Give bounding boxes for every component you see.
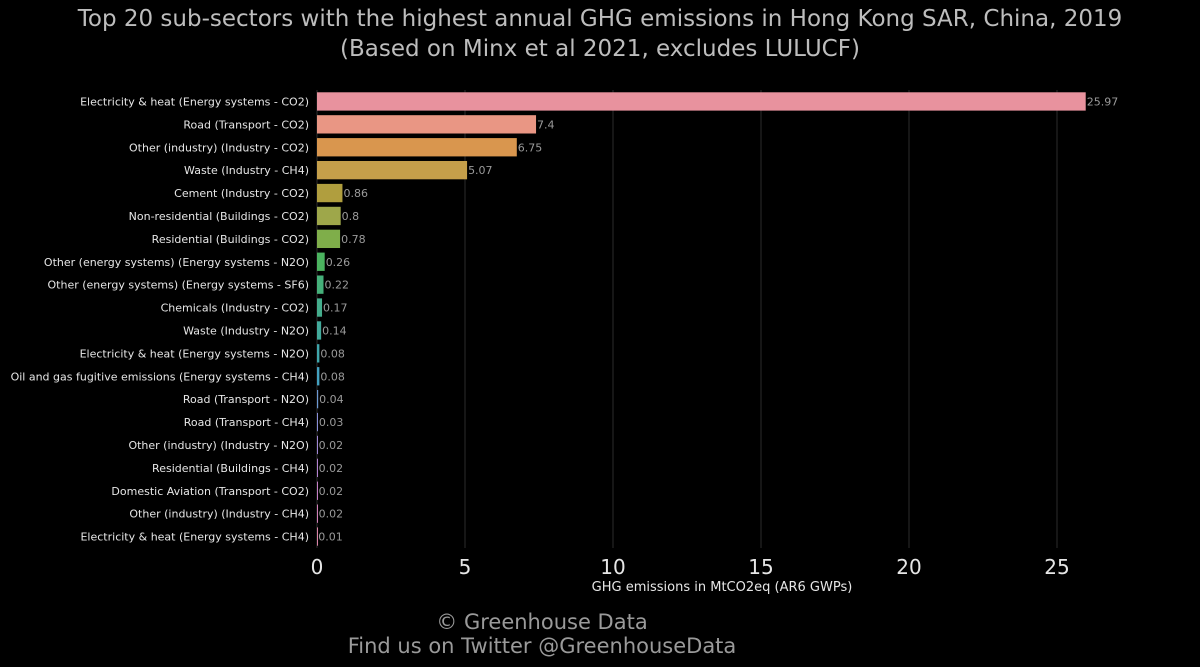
category-label: Road (Transport - N2O) — [183, 393, 309, 406]
value-label: 6.75 — [518, 141, 543, 154]
category-label: Road (Transport - CH4) — [184, 416, 309, 429]
bar — [317, 206, 341, 226]
footer-copyright: © Greenhouse Data — [436, 610, 648, 634]
value-label: 0.86 — [343, 187, 368, 200]
category-label: Other (industry) (Industry - N2O) — [128, 439, 309, 452]
value-label: 0.04 — [319, 393, 344, 406]
chart-title: Top 20 sub-sectors with the highest annu… — [77, 6, 1123, 32]
bar — [317, 138, 517, 157]
value-label: 0.01 — [318, 531, 343, 544]
value-label: 0.08 — [320, 370, 345, 383]
bar — [317, 160, 468, 180]
bar — [317, 321, 322, 340]
category-label: Other (energy systems) (Energy systems -… — [48, 279, 310, 292]
category-label: Chemicals (Industry - CO2) — [161, 302, 309, 315]
value-label: 0.02 — [319, 462, 344, 475]
bar — [317, 481, 318, 500]
category-label: Waste (Industry - N2O) — [183, 324, 309, 337]
value-label: 0.02 — [319, 508, 344, 521]
bar — [317, 527, 318, 546]
value-label: 0.02 — [319, 439, 344, 452]
value-label: 5.07 — [468, 164, 493, 177]
category-label: Road (Transport - CO2) — [183, 118, 309, 131]
x-tick-label: 5 — [459, 555, 472, 579]
chart-subtitle: (Based on Minx et al 2021, excludes LULU… — [340, 36, 860, 62]
x-tick-label: 0 — [311, 555, 324, 579]
bar — [317, 92, 1086, 111]
bar — [317, 183, 343, 203]
value-label: 7.4 — [537, 118, 555, 131]
x-tick-label: 25 — [1044, 555, 1069, 579]
category-label: Electricity & heat (Energy systems - N2O… — [80, 347, 309, 360]
category-label: Residential (Buildings - CH4) — [152, 462, 309, 475]
x-tick-label: 15 — [748, 555, 773, 579]
value-label: 0.02 — [319, 485, 344, 498]
category-label: Non-residential (Buildings - CO2) — [129, 210, 309, 223]
category-label: Domestic Aviation (Transport - CO2) — [111, 485, 309, 498]
x-tick-label: 10 — [600, 555, 625, 579]
category-label: Electricity & heat (Energy systems - CH4… — [80, 531, 309, 544]
bar — [317, 252, 325, 271]
category-label: Cement (Industry - CO2) — [174, 187, 309, 200]
bar — [317, 298, 323, 317]
bar — [317, 367, 320, 386]
x-axis-label: GHG emissions in MtCO2eq (AR6 GWPs) — [592, 580, 853, 595]
bar — [317, 412, 318, 432]
footer-twitter: Find us on Twitter @GreenhouseData — [347, 634, 737, 658]
value-label: 0.26 — [326, 256, 351, 269]
value-label: 0.17 — [323, 302, 348, 315]
category-label: Other (industry) (Industry - CH4) — [129, 508, 309, 521]
value-label: 0.08 — [320, 347, 345, 360]
category-label: Oil and gas fugitive emissions (Energy s… — [11, 370, 309, 383]
value-label: 0.78 — [341, 233, 366, 246]
value-label: 0.8 — [342, 210, 360, 223]
bar — [317, 389, 319, 409]
value-label: 25.97 — [1087, 95, 1119, 108]
category-label: Residential (Buildings - CO2) — [152, 233, 309, 246]
value-label: 0.14 — [322, 324, 347, 337]
bar — [317, 504, 318, 523]
bar — [317, 229, 341, 249]
bar — [317, 435, 318, 455]
value-label: 0.22 — [325, 279, 350, 292]
bar — [317, 275, 324, 294]
category-label: Electricity & heat (Energy systems - CO2… — [80, 95, 309, 108]
bar — [317, 344, 320, 363]
bar — [317, 115, 537, 134]
x-tick-label: 20 — [896, 555, 921, 579]
bar — [317, 458, 318, 478]
category-label: Waste (Industry - CH4) — [184, 164, 309, 177]
value-label: 0.03 — [319, 416, 344, 429]
category-label: Other (industry) (Industry - CO2) — [129, 141, 309, 154]
category-label: Other (energy systems) (Energy systems -… — [44, 256, 309, 269]
